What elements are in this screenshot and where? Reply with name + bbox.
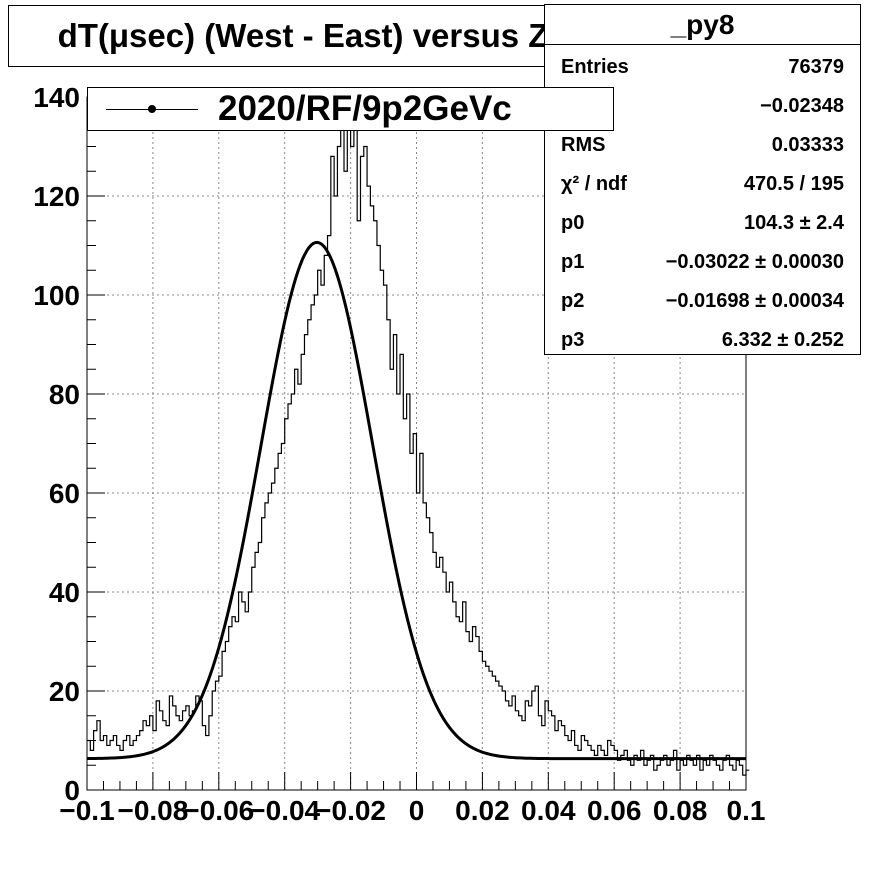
stats-label: Entries <box>561 56 629 78</box>
x-tick-label: 0.06 <box>587 795 642 826</box>
fit-curve <box>86 240 746 761</box>
stats-row: p1 −0.03022 ± 0.00030 <box>561 243 844 282</box>
stats-value: 0.03333 <box>771 134 844 156</box>
stats-name: _py8 <box>545 5 860 45</box>
stats-row: χ² / ndf 470.5 / 195 <box>561 165 844 204</box>
x-tick-label: 0.02 <box>455 795 510 826</box>
y-tick-label: 40 <box>49 577 80 608</box>
legend-label: 2020/RF/9p2GeVc <box>218 89 512 128</box>
stats-value: 6.332 ± 0.252 <box>721 329 844 351</box>
stats-row: RMS 0.03333 <box>561 126 844 165</box>
y-tick-label: 20 <box>49 676 80 707</box>
stats-value: 470.5 / 195 <box>743 173 844 195</box>
stats-row: p3 6.332 ± 0.252 <box>561 321 844 360</box>
stats-label: RMS <box>561 134 606 156</box>
x-tick-labels: −0.1 −0.08−0.06−0.04−0.02 0 0.02 0.04 0.06 0.0… <box>59 795 765 826</box>
stats-label: χ² / ndf <box>561 173 627 195</box>
legend-marker-icon <box>148 105 156 113</box>
y-tick-labels: 0 20 40 60 80 100 120 140 <box>33 82 80 806</box>
y-tick-label: 60 <box>49 478 80 509</box>
stats-value: 76379 <box>788 56 844 78</box>
stats-row: −0.02348 <box>561 87 844 126</box>
stats-label: p2 <box>561 290 585 312</box>
chart-title: dT(μsec) (West - East) versus Z <box>8 5 598 67</box>
x-tick-label: −0.08 <box>117 795 188 826</box>
y-tick-label: 80 <box>49 379 80 410</box>
stats-value: 104.3 ± 2.4 <box>744 212 844 234</box>
stats-value: −0.03022 ± 0.00030 <box>665 251 844 273</box>
histogram-outline <box>87 96 750 776</box>
histogram <box>87 96 750 776</box>
x-tick-label: 0 <box>409 795 425 826</box>
x-tick-label: 0.1 <box>727 795 766 826</box>
x-tick-label: −0.1 <box>59 795 114 826</box>
x-tick-label: 0.04 <box>521 795 576 826</box>
x-tick-label: −0.06 <box>183 795 254 826</box>
stats-label: p0 <box>561 212 585 234</box>
stats-value: −0.02348 <box>760 95 844 117</box>
stats-value: −0.01698 ± 0.00034 <box>665 290 844 312</box>
stats-row: p0 104.3 ± 2.4 <box>561 204 844 243</box>
x-tick-label: −0.02 <box>315 795 386 826</box>
stats-label: p1 <box>561 251 585 273</box>
y-tick-label: 0 <box>64 775 80 806</box>
x-tick-label: −0.04 <box>249 795 320 826</box>
axis-ticks <box>86 96 747 791</box>
stats-row: p2 −0.01698 ± 0.00034 <box>561 282 844 321</box>
x-tick-label: 0.08 <box>653 795 708 826</box>
stats-label: p3 <box>561 329 585 351</box>
y-tick-label: 100 <box>33 280 80 311</box>
stats-box: _py8 Entries 76379 −0.02348 RMS 0.03333 χ² / … <box>544 4 861 355</box>
stats-row: Entries 76379 <box>561 48 844 87</box>
fit-curve-line <box>86 240 746 761</box>
legend: 2020/RF/9p2GeVc <box>87 87 614 131</box>
y-tick-label: 140 <box>33 82 80 113</box>
y-tick-label: 120 <box>33 181 80 212</box>
